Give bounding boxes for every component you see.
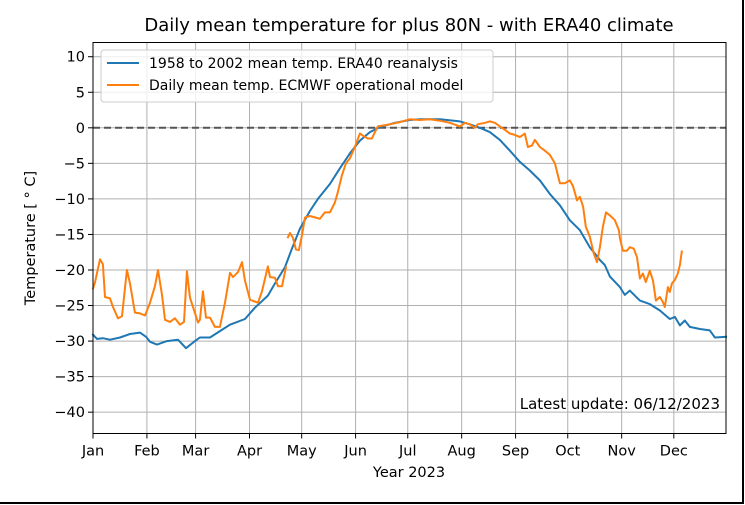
- x-tick-label: Jan: [81, 444, 104, 460]
- y-axis-ticks: 10 5 0 −5 −10 −15 −20 −25 −30 −35 −40: [54, 50, 93, 421]
- x-axis-label: Year 2023: [372, 465, 445, 481]
- y-tick-label: −40: [54, 405, 85, 421]
- x-tick-label: Oct: [555, 444, 580, 460]
- x-tick-label: Sep: [502, 444, 529, 460]
- y-axis-label: Temperature [ ° C]: [23, 171, 39, 306]
- y-tick-label: 5: [76, 85, 85, 101]
- x-tick-label: Dec: [660, 444, 688, 460]
- y-tick-label: −20: [54, 263, 85, 279]
- image-frame-bottom-border: [0, 502, 744, 504]
- y-tick-label: −30: [54, 334, 85, 350]
- x-tick-label: Feb: [134, 444, 160, 460]
- image-frame-right-border: [742, 0, 744, 504]
- y-tick-label: −10: [54, 192, 85, 208]
- y-tick-label: 0: [76, 121, 85, 137]
- series-line-ecmwf: [91, 258, 288, 328]
- x-tick-label: Mar: [182, 444, 209, 460]
- x-tick-label: Jun: [343, 444, 367, 460]
- x-tick-label: May: [287, 444, 317, 460]
- legend-label-era40: 1958 to 2002 mean temp. ERA40 reanalysis: [149, 56, 458, 72]
- series-line-era40: [91, 118, 728, 350]
- x-tick-label: Aug: [448, 444, 476, 460]
- axes-frame: [92, 42, 727, 434]
- x-tick-label: Apr: [237, 444, 262, 460]
- x-tick-label: Jul: [398, 444, 417, 460]
- legend-box: [100, 49, 494, 103]
- y-tick-label: 10: [67, 50, 85, 66]
- chart-title: Daily mean temperature for plus 80N - wi…: [144, 15, 673, 36]
- legend-label-ecmwf: Daily mean temp. ECMWF operational model: [149, 78, 463, 94]
- y-tick-label: −35: [54, 370, 85, 386]
- series-line-ecmwf: [286, 118, 683, 308]
- y-tick-label: −15: [54, 227, 85, 243]
- series-layer: [91, 118, 728, 350]
- x-tick-label: Nov: [608, 444, 637, 460]
- y-tick-label: −5: [64, 156, 85, 172]
- y-tick-label: −25: [54, 299, 85, 315]
- latest-update-annotation: Latest update: 06/12/2023: [520, 395, 720, 413]
- x-axis-ticks: Jan Feb Mar Apr May Jun Jul Aug Sep Oct Nov Dec: [81, 433, 688, 460]
- legend: 1958 to 2002 mean temp. ERA40 reanalysis…: [100, 49, 494, 103]
